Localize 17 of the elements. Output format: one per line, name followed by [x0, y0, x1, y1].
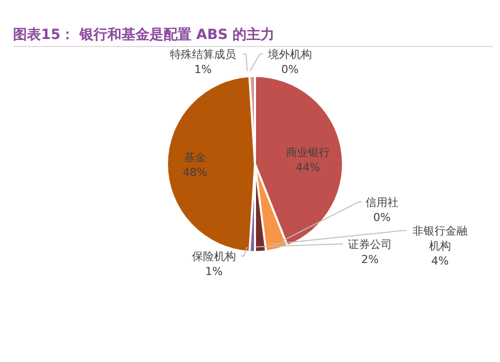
- text: 0%: [373, 211, 391, 224]
- category-label: 境外机构: [268, 48, 312, 61]
- data-label: 1%: [194, 63, 212, 76]
- chart-title: 图表15： 银行和基金是配置 ABS 的主力: [13, 26, 493, 47]
- data-label: 2%: [361, 253, 379, 266]
- slice-label: 商业银行: [286, 146, 330, 159]
- slice-label: 基金: [184, 151, 206, 164]
- slice-label: 特殊结算成员: [170, 48, 236, 61]
- data-label: 1%: [205, 265, 223, 278]
- slice-label: 非银行金融机构: [412, 224, 468, 252]
- slice-label: 保险机构: [192, 250, 236, 263]
- data-label: 48%: [182, 166, 208, 179]
- category-label: 信用社: [366, 196, 398, 209]
- data-label: 44%: [296, 161, 320, 174]
- slice-label: 证券公司: [348, 238, 392, 251]
- data-label: 4%: [431, 254, 449, 268]
- text: 0%: [281, 63, 299, 76]
